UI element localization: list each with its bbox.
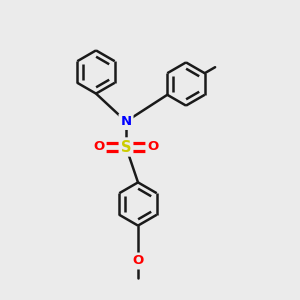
Text: O: O	[147, 140, 159, 154]
Text: S: S	[121, 140, 131, 154]
Text: N: N	[120, 115, 132, 128]
Text: O: O	[93, 140, 105, 154]
Text: O: O	[132, 254, 144, 268]
